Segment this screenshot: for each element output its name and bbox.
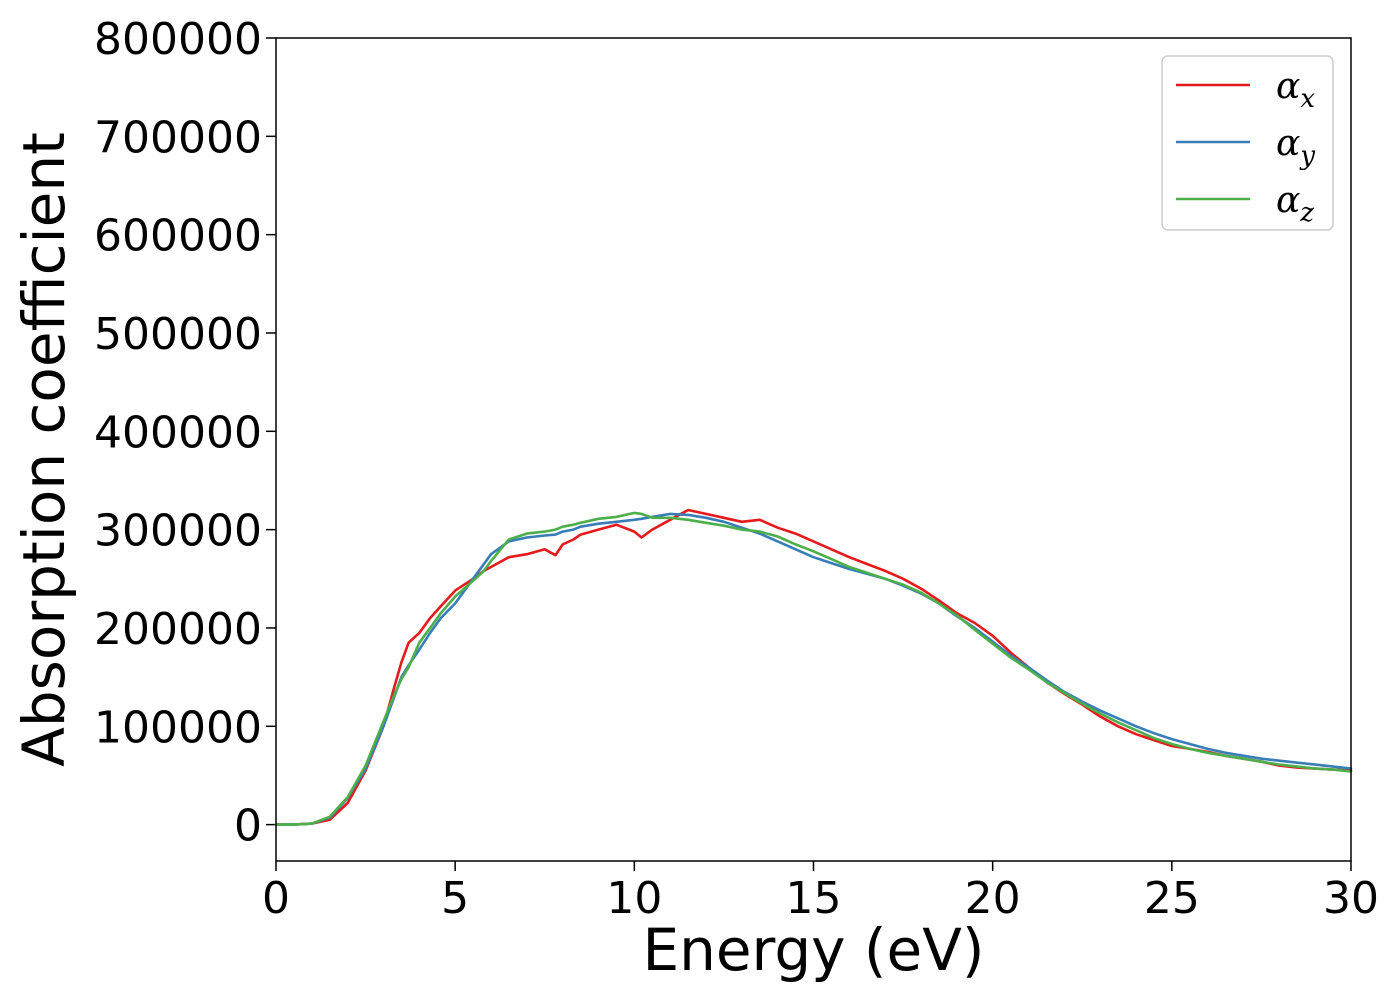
legend-symbol: α (1276, 123, 1300, 164)
legend-entry-y: αy (1276, 123, 1315, 171)
y-tick-label: 0 (234, 801, 262, 852)
series-layer (274, 508, 1353, 826)
series-line-y (274, 512, 1353, 826)
x-tick-label: 15 (786, 873, 842, 924)
legend-subscript: y (1299, 141, 1315, 171)
y-tick-label: 300000 (94, 506, 262, 557)
legend-symbol: α (1276, 180, 1300, 221)
y-tick-label: 500000 (94, 309, 262, 360)
series-line-z (274, 511, 1353, 826)
x-tick-label: 0 (262, 873, 290, 924)
y-tick-label: 100000 (94, 702, 262, 753)
legend-symbol: α (1276, 66, 1300, 107)
legend-subscript: x (1300, 84, 1315, 114)
y-tick-label: 700000 (94, 112, 262, 163)
y-axis-label: Absorption coefficient (10, 132, 78, 767)
x-tick-label: 5 (441, 873, 469, 924)
y-tick-label: 600000 (94, 211, 262, 262)
legend-entry-z: αz (1276, 180, 1314, 228)
tick-layer: 0 5 10 15 20 25 30 0 100000 200000 300000 400000 500… (94, 14, 1379, 924)
x-tick-label: 20 (965, 873, 1021, 924)
x-tick-label: 25 (1144, 873, 1200, 924)
y-tick-label: 800000 (94, 14, 262, 65)
y-tick-label: 400000 (94, 407, 262, 458)
legend-entry-x: αx (1276, 66, 1315, 114)
legend-subscript: z (1299, 198, 1314, 228)
x-axis-label: Energy (eV) (642, 916, 984, 984)
y-tick-label: 200000 (94, 604, 262, 655)
series-line-x (274, 508, 1353, 826)
x-tick-label: 30 (1323, 873, 1379, 924)
x-tick-label: 10 (606, 873, 662, 924)
plot-area-frame (275, 37, 1352, 862)
